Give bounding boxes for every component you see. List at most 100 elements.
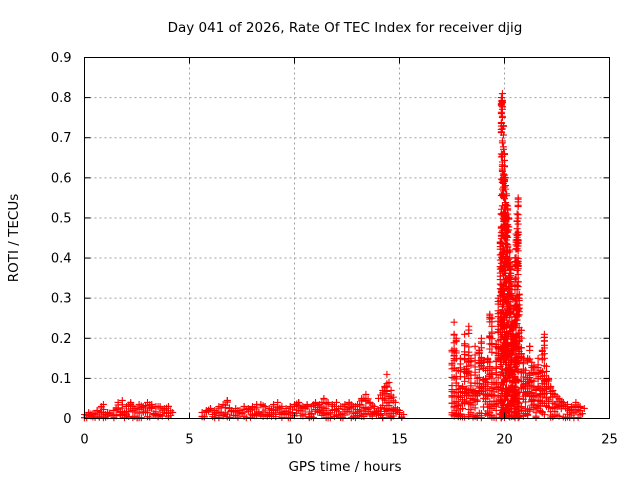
data-point [517, 344, 525, 352]
y-tick-label: 0.7 [51, 131, 72, 146]
data-point [480, 363, 487, 371]
data-point [511, 382, 519, 390]
data-point [507, 272, 515, 280]
data-point [345, 408, 353, 416]
data-point [450, 331, 458, 339]
data-point [514, 270, 522, 278]
y-axis-label: ROTI / TECUs [6, 194, 22, 282]
data-point [524, 385, 532, 393]
data-point [461, 354, 469, 362]
data-point [477, 412, 485, 420]
data-point [503, 192, 511, 200]
data-point [504, 233, 512, 241]
data-point [303, 403, 311, 411]
data-point [503, 201, 511, 209]
data-point [514, 312, 522, 320]
y-tick-label: 0.4 [51, 252, 72, 267]
data-point [505, 297, 513, 305]
data-point [324, 400, 332, 408]
data-point [276, 404, 284, 412]
data-point [545, 403, 553, 411]
data-point [488, 339, 496, 347]
data-point [253, 403, 261, 411]
data-point [505, 226, 513, 234]
y-tick-label: 0.1 [51, 372, 72, 387]
data-point [475, 366, 483, 374]
data-point [526, 355, 534, 363]
data-point [514, 229, 522, 237]
data-point [497, 108, 505, 116]
data-point [200, 413, 208, 421]
y-tick-label: 0.8 [51, 91, 72, 106]
data-point [452, 366, 460, 374]
data-point [362, 390, 370, 398]
chart-title: Day 041 of 2026, Rate Of TEC Index for r… [168, 20, 523, 36]
data-point [461, 330, 469, 338]
data-point [452, 349, 460, 357]
data-point [522, 398, 529, 406]
data-point [543, 367, 550, 375]
data-point [389, 393, 397, 401]
data-point [504, 241, 512, 249]
data-point [513, 320, 521, 328]
data-point [465, 391, 473, 399]
grid-lines [84, 57, 610, 419]
data-point [477, 356, 485, 364]
data-point [484, 393, 492, 401]
data-point [513, 286, 521, 294]
data-point [488, 348, 496, 356]
x-tick-label: 5 [185, 433, 193, 448]
data-point [261, 406, 269, 414]
data-point [471, 404, 479, 412]
data-point [540, 354, 548, 362]
data-point [515, 413, 523, 421]
data-points [81, 90, 588, 422]
data-point [508, 290, 516, 298]
data-point [477, 339, 485, 347]
data-point [512, 274, 520, 282]
data-point [517, 404, 525, 412]
data-point [450, 318, 458, 326]
data-point [514, 198, 522, 206]
data-point [540, 341, 548, 349]
data-point [545, 377, 553, 385]
data-point [507, 265, 515, 273]
data-point [471, 363, 479, 371]
x-tick-label: 0 [80, 433, 88, 448]
data-point [540, 372, 548, 380]
data-point [515, 311, 523, 319]
data-point [131, 408, 139, 416]
data-point [167, 407, 175, 415]
data-point [514, 238, 522, 246]
tick-labels: 0 5 10 15 20 25 0 0.1 0.2 0.3 0.4 0.5 0.6 0.7 0.8 0.9 [51, 51, 618, 448]
data-point [505, 319, 513, 327]
data-point [514, 283, 522, 291]
data-point [504, 206, 512, 214]
data-point [498, 99, 506, 107]
data-point [465, 367, 473, 375]
data-point [514, 376, 522, 384]
data-point [513, 366, 521, 374]
data-point [307, 409, 315, 417]
data-point [301, 410, 309, 418]
x-tick-label: 10 [286, 433, 303, 448]
data-point [498, 90, 506, 98]
data-point [517, 326, 525, 334]
data-point [514, 220, 522, 228]
data-point [93, 407, 101, 415]
data-point [137, 414, 145, 422]
data-point [517, 334, 525, 342]
data-point [514, 262, 522, 270]
data-point [534, 354, 542, 362]
data-point [295, 399, 303, 407]
data-point [514, 414, 522, 422]
data-point [522, 380, 529, 388]
y-tick-label: 0.3 [51, 292, 72, 307]
y-tick-label: 0.9 [51, 51, 72, 66]
data-point [578, 410, 586, 418]
data-point [223, 397, 231, 405]
data-point [465, 326, 473, 334]
data-point [499, 301, 507, 309]
data-point [475, 373, 483, 381]
axis-ticks [84, 57, 610, 419]
